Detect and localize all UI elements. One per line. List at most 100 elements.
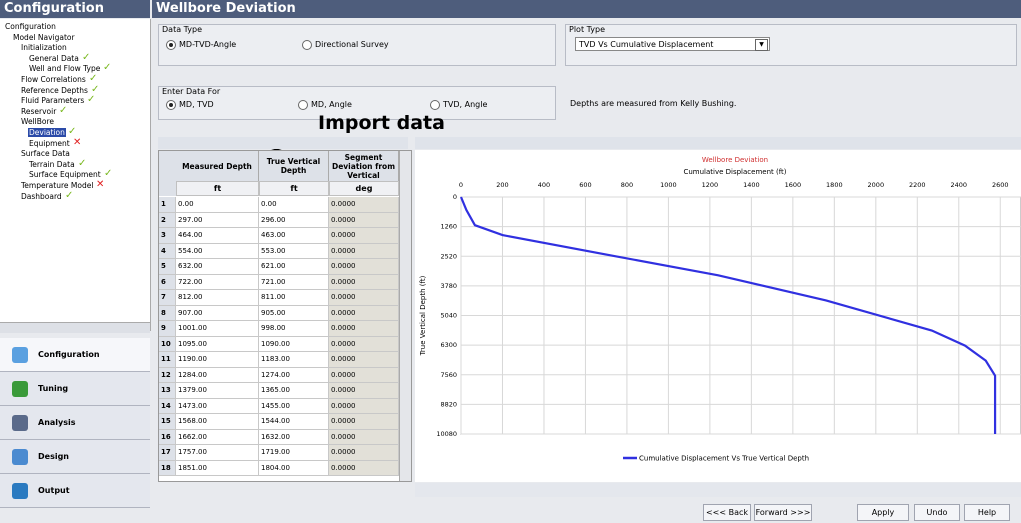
table-cell[interactable]: 0.0000 [329, 367, 399, 383]
table-cell[interactable]: 0.0000 [329, 290, 399, 306]
x-tick-label: 2000 [868, 181, 885, 189]
button[interactable]: Forward >>> [754, 504, 812, 521]
nav-button[interactable]: Design [0, 440, 150, 474]
table-cell[interactable]: 0.0000 [329, 197, 399, 213]
table-cell[interactable]: 0.0000 [329, 305, 399, 321]
nav-button[interactable]: Analysis [0, 406, 150, 440]
table-cell[interactable]: 0.0000 [329, 243, 399, 259]
tree-item[interactable]: Reservoir [21, 106, 57, 116]
check-icon: ✓ [68, 126, 77, 137]
button[interactable]: Undo [914, 504, 960, 521]
table-cell[interactable]: 554.00 [176, 243, 259, 259]
table-cell[interactable]: 1804.00 [259, 460, 329, 476]
table-cell[interactable]: 811.00 [259, 290, 329, 306]
table-cell[interactable]: 1662.00 [176, 429, 259, 445]
tree-item[interactable]: Dashboard [21, 191, 62, 201]
tree-item[interactable]: WellBore [21, 117, 55, 127]
table-cell[interactable]: 905.00 [259, 305, 329, 321]
table-cell[interactable]: 1757.00 [176, 445, 259, 461]
tree-item[interactable]: Flow Correlations [21, 75, 86, 84]
table-cell[interactable]: 907.00 [176, 305, 259, 321]
table-cell[interactable]: 0.0000 [329, 429, 399, 445]
table-cell[interactable]: 463.00 [259, 228, 329, 244]
radio[interactable] [302, 40, 312, 50]
table-cell[interactable]: 0.0000 [329, 352, 399, 368]
button[interactable]: Help [964, 504, 1010, 521]
table-cell[interactable]: 1568.00 [176, 414, 259, 430]
x-tick-label: 600 [579, 181, 591, 189]
table-cell[interactable]: 812.00 [176, 290, 259, 306]
table-cell[interactable]: 722.00 [176, 274, 259, 290]
table-cell[interactable]: 1473.00 [176, 398, 259, 414]
table-cell[interactable]: 0.0000 [329, 259, 399, 275]
table-cell[interactable]: 0.0000 [329, 212, 399, 228]
table-cell[interactable]: 0.0000 [329, 228, 399, 244]
table-cell[interactable]: 1544.00 [259, 414, 329, 430]
tree-item[interactable]: Model Navigator [13, 32, 75, 42]
table-cell[interactable]: 1851.00 [176, 460, 259, 476]
table-cell[interactable]: 0.0000 [329, 398, 399, 414]
table-cell[interactable]: 1274.00 [259, 367, 329, 383]
table-cell[interactable]: 0.0000 [329, 460, 399, 476]
table-cell[interactable]: 1095.00 [176, 336, 259, 352]
tree-item[interactable]: Deviation [28, 128, 66, 137]
tree-item[interactable]: Reference Depths [21, 85, 88, 95]
table-cell[interactable]: 1183.00 [259, 352, 329, 368]
table-cell[interactable]: 1455.00 [259, 398, 329, 414]
tree-item[interactable]: Surface Data [21, 149, 70, 159]
radio[interactable] [166, 100, 176, 110]
table-cell[interactable]: 0.0000 [329, 274, 399, 290]
tree-item[interactable]: Fluid Parameters [21, 96, 85, 106]
tree-item[interactable]: Initialization [21, 43, 67, 53]
radio-label: Directional Survey [315, 40, 389, 49]
table-cell[interactable]: 621.00 [259, 259, 329, 275]
table-cell[interactable]: 0.00 [259, 197, 329, 213]
dropdown-arrow[interactable]: ▼ [755, 39, 768, 51]
tree-item[interactable]: Well and Flow Type [29, 64, 101, 74]
chart-bottom-toolbar [415, 483, 1021, 497]
table-cell[interactable]: 297.00 [176, 212, 259, 228]
table-cell[interactable]: 0.0000 [329, 321, 399, 337]
tree-item[interactable]: Surface Equipment [29, 170, 101, 180]
tree-item[interactable]: Equipment [29, 138, 70, 148]
table-cell[interactable]: 464.00 [176, 228, 259, 244]
table-cell[interactable]: 1379.00 [176, 383, 259, 399]
x-tick-label: 200 [496, 181, 508, 189]
table-cell[interactable]: 0.00 [176, 197, 259, 213]
table-cell[interactable]: 1090.00 [259, 336, 329, 352]
table-cell[interactable]: 721.00 [259, 274, 329, 290]
table-cell[interactable]: 0.0000 [329, 383, 399, 399]
table-cell[interactable]: 0.0000 [329, 445, 399, 461]
table-cell[interactable]: 1632.00 [259, 429, 329, 445]
x-tick-label: 1800 [826, 181, 843, 189]
nav-icon [12, 347, 28, 363]
table-cell[interactable]: 1001.00 [176, 321, 259, 337]
plot-type-select[interactable]: TVD Vs Cumulative Displacement ▼ [575, 37, 770, 51]
nav-button[interactable]: Configuration [0, 338, 150, 372]
table-cell[interactable]: 1719.00 [259, 445, 329, 461]
button[interactable]: <<< Back [703, 504, 751, 521]
tree-item[interactable]: Configuration [5, 22, 56, 31]
radio[interactable] [166, 40, 176, 50]
check-icon: ✓ [87, 94, 96, 106]
table-cell[interactable]: 1365.00 [259, 383, 329, 399]
tree-item[interactable]: Terrain Data [29, 159, 75, 169]
table-cell[interactable]: 1284.00 [176, 367, 259, 383]
radio[interactable] [430, 100, 440, 110]
group-label: Plot Type [569, 25, 605, 34]
nav-button[interactable]: Output [0, 474, 150, 508]
tree-item[interactable]: Temperature Model [21, 181, 94, 190]
table-cell[interactable]: 1190.00 [176, 352, 259, 368]
button[interactable]: Apply [857, 504, 909, 521]
radio[interactable] [298, 100, 308, 110]
table-cell[interactable]: 0.0000 [329, 414, 399, 430]
scrollbar[interactable] [0, 322, 150, 333]
table-cell[interactable]: 632.00 [176, 259, 259, 275]
table-cell[interactable]: 0.0000 [329, 336, 399, 352]
table-cell[interactable]: 553.00 [259, 243, 329, 259]
table-scrollbar[interactable] [399, 151, 411, 481]
table-cell[interactable]: 296.00 [259, 212, 329, 228]
table-cell[interactable]: 998.00 [259, 321, 329, 337]
tree-item[interactable]: General Data [29, 53, 79, 63]
nav-button[interactable]: Tuning [0, 372, 150, 406]
